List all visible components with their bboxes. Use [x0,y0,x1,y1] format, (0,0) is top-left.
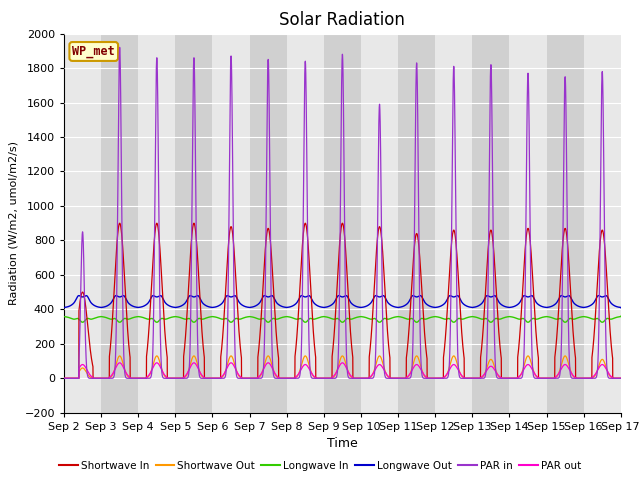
Bar [361,34,398,413]
Bar [287,34,324,413]
X-axis label: Time: Time [327,437,358,450]
Bar [584,34,621,413]
Bar [101,34,138,413]
Y-axis label: Radiation (W/m2, umol/m2/s): Radiation (W/m2, umol/m2/s) [9,141,19,305]
Bar [64,34,101,413]
Bar [324,34,361,413]
Title: Solar Radiation: Solar Radiation [280,11,405,29]
Bar [472,34,509,413]
Bar [509,34,547,413]
Legend: Shortwave In, Shortwave Out, Longwave In, Longwave Out, PAR in, PAR out: Shortwave In, Shortwave Out, Longwave In… [55,456,585,475]
Bar [435,34,472,413]
Bar [212,34,250,413]
Bar [138,34,175,413]
Bar [250,34,287,413]
Bar [398,34,435,413]
Bar [175,34,212,413]
Bar [547,34,584,413]
Text: WP_met: WP_met [72,45,115,58]
